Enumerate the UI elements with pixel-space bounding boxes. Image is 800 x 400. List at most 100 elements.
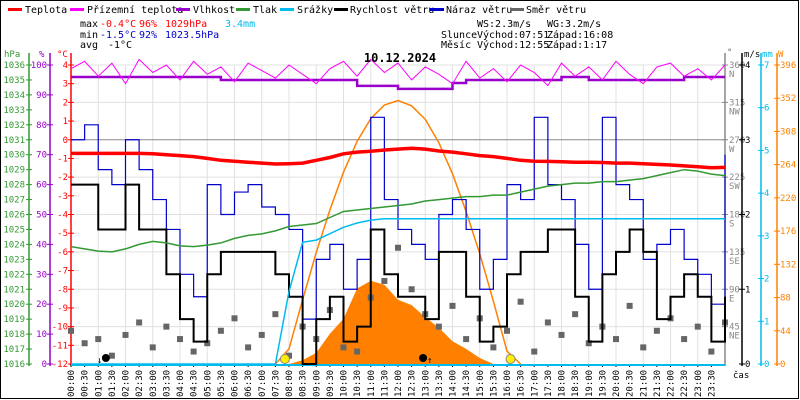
legend-label-prizemni: Přízemní teplota [87,4,183,16]
wind-direction-point [108,352,115,359]
wind-direction-point [381,277,388,284]
axis-label-temp: -11 [52,341,68,351]
wind-direction-point [340,344,347,351]
axis-label-mm: 7 [764,61,769,71]
axis-label-hpa: 1031 [3,136,25,146]
sunset-time: Západ:16:08 [547,29,613,41]
stat-wg: WG:3.2m/s [547,19,601,30]
axis-label-dir: NE [729,332,740,342]
axis-label-deg: 360 [729,61,745,71]
unit-deg: ° [727,48,732,58]
axis-label-hpa: 1024 [3,240,25,250]
wind-direction-point [204,340,211,347]
wind-direction-point [258,331,265,338]
axis-label-temp: -3 [57,192,68,202]
x-axis-tick-label: 20:30 [626,370,636,397]
axis-label-dir: NW [729,107,740,117]
axis-label-dir: SW [729,182,740,192]
axis-label-dir: SE [729,257,740,267]
axis-label-w: 0 [780,360,785,370]
x-axis-tick-label: 16:00 [503,370,513,397]
axis-label-w: 264 [780,161,796,171]
stat-max-press: 1029hPa [165,19,207,30]
axis-label-hpa: 1026 [3,211,25,221]
sunrise-sun-icon [279,354,290,364]
wind-direction-point [544,319,551,326]
legend-swatch-naraz [430,8,444,11]
wind-direction-point [613,336,619,343]
axis-label-w: 176 [780,227,796,237]
axis-label-deg: 90 [729,285,740,295]
axis-label-pct: 30 [36,270,47,280]
axis-label-temp: -7 [57,267,68,277]
axis-label-dir: N [729,70,734,80]
axis-label-pct: 70 [36,151,47,161]
axis-label-temp: -1 [57,154,68,164]
wind-direction-point [681,336,688,343]
axis-label-temp: -2 [57,173,68,183]
wind-direction-point [163,323,170,330]
x-axis-tick-label: 06:30 [244,370,254,397]
unit-pct: % [39,50,45,60]
wind-direction-point [408,286,415,293]
wind-direction-point [245,344,252,351]
wind-direction-point [517,298,524,305]
legend-label-tlak: Tlak [253,5,277,16]
axis-label-temp: -9 [57,304,68,314]
stat-max-temp: -0.4°C [100,19,136,30]
x-axis-tick-label: 17:30 [544,370,554,397]
axis-label-w: 132 [780,260,796,270]
axis-label-mm: 3 [764,232,769,242]
moonrise-moon-icon [419,354,428,362]
x-axis-tick-label: 11:30 [380,370,390,397]
x-axis-tick-label: 10:30 [353,370,363,397]
sun-label: Slunce [441,30,477,41]
axis-label-ms: 2 [745,211,750,221]
axis-label-w: 308 [780,127,796,137]
axis-label-hpa: 1025 [3,225,25,235]
series-solar-actual-area [71,280,725,364]
wind-direction-point [122,331,129,338]
moonrise-time: Východ:12:55 [477,39,549,51]
x-axis-tick-label: 14:30 [462,370,472,397]
x-axis-tick-label: 17:00 [530,370,540,397]
wind-direction-point [708,348,715,355]
x-axis-tick-label: 14:00 [449,370,459,397]
unit-temp: °C [57,50,68,60]
legend-swatch-srazky [280,8,294,11]
axis-label-temp: -12 [52,360,68,370]
x-axis-tick-label: 05:00 [203,370,213,397]
x-axis-tick-label: 02:00 [122,370,132,397]
axis-label-w: 88 [780,294,791,304]
stat-min-label: min [80,30,98,41]
axis-label-mm: 0 [764,360,769,370]
x-axis-tick-label: 15:00 [476,370,486,397]
legend-swatch-smer [510,8,524,11]
stat-max-rain: 3.4mm [225,19,255,30]
wind-direction-point [81,340,88,347]
axis-label-deg: 180 [729,211,745,221]
wind-direction-point [449,302,456,309]
stat-avg-temp: -1°C [108,40,132,51]
axis-label-pct: 50 [36,211,47,221]
axis-label-mm: 6 [764,104,769,114]
x-axis-tick-label: 03:30 [162,370,172,397]
wind-direction-point [231,315,238,322]
x-axis-tick-label: 02:30 [135,370,145,397]
axis-label-hpa: 1028 [3,181,25,191]
stat-min-press: 1023.5hPa [165,30,219,41]
x-axis-tick-label: 01:30 [108,370,118,397]
axis-label-hpa: 1021 [3,285,25,295]
wind-direction-point [190,348,197,355]
axis-label-temp: 0 [63,136,68,146]
axis-label-pct: 80 [36,121,47,131]
sunset-sun-icon [505,354,516,364]
stat-max-hum: 96% [139,19,157,30]
x-axis-tick-label: 12:30 [408,370,418,397]
axis-label-deg: 225 [729,173,745,183]
axis-label-deg: 135 [729,248,745,258]
axis-label-hpa: 1018 [3,330,25,340]
axis-label-mm: 1 [764,317,769,327]
axis-label-hpa: 1032 [3,121,25,131]
